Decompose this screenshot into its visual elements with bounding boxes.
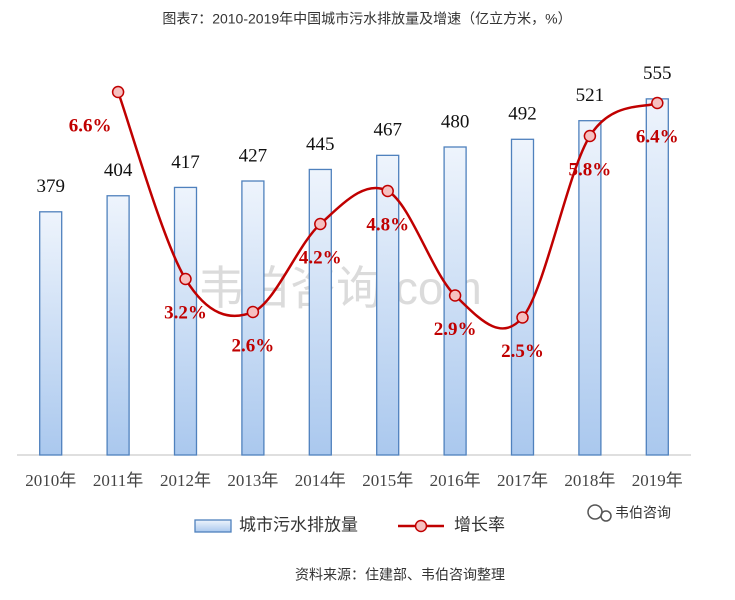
bar	[173, 186, 198, 456]
line-marker	[179, 272, 192, 286]
legend-label: 城市污水排放量	[239, 515, 358, 534]
bar-value-label: 417	[171, 152, 200, 173]
logo-icon	[600, 510, 612, 522]
bar	[106, 195, 130, 456]
line-marker	[448, 289, 462, 302]
logo-text: 韦伯咨询	[615, 505, 671, 521]
source-note: 资料来源：住建部、韦伯咨询整理	[295, 567, 505, 583]
watermark: 韦伯咨询.com	[198, 262, 482, 314]
x-tick-label: 2010年	[25, 471, 76, 490]
bar-value-label: 467	[373, 120, 402, 141]
legend-swatch	[414, 519, 428, 533]
bar	[510, 138, 535, 456]
bar	[578, 120, 602, 456]
bar	[308, 168, 332, 456]
x-tick-label: 2011年	[93, 471, 143, 490]
bar-value-label: 555	[643, 63, 672, 84]
line-marker	[111, 85, 125, 99]
line-marker	[651, 96, 664, 110]
legend: 城市污水排放量 增长率	[194, 515, 505, 534]
bar	[645, 98, 669, 456]
bar-value-label: 521	[576, 85, 605, 106]
x-tick-label: 2015年	[362, 471, 413, 490]
x-tick-label: 2013年	[227, 471, 278, 490]
x-tick-label: 2017年	[497, 471, 548, 490]
chart-title: 图表7：2010-2019年中国城市污水排放量及增速（亿立方米，%）	[162, 11, 571, 27]
line-value-label: 4.8%	[366, 214, 409, 235]
bar-value-label: 445	[306, 134, 335, 155]
legend-label: 增长率	[454, 515, 505, 534]
x-tick-label: 2016年	[430, 471, 481, 490]
bar-value-label: 404	[104, 160, 133, 181]
line-marker	[314, 217, 327, 231]
line-value-label: 3.2%	[164, 302, 207, 323]
x-tick-label: 2018年	[564, 471, 615, 490]
line-marker	[583, 129, 597, 143]
line-value-label: 4.2%	[299, 247, 342, 268]
x-tick-label: 2019年	[632, 471, 683, 490]
line-value-label: 6.4%	[636, 126, 679, 147]
bar-value-label: 427	[239, 145, 268, 166]
bar-value-label: 480	[441, 111, 470, 132]
x-tick-label: 2012年	[160, 471, 211, 490]
line-value-label: 2.6%	[232, 335, 275, 356]
logo-icon	[587, 504, 603, 520]
bar-value-label: 379	[36, 176, 65, 197]
bar	[376, 154, 400, 456]
logo: 韦伯咨询	[587, 504, 671, 522]
line-value-label: 2.5%	[501, 341, 544, 362]
line-value-label: 5.8%	[569, 159, 612, 180]
x-tick-label: 2014年	[295, 471, 346, 490]
line-marker	[381, 184, 394, 198]
line-value-label: 6.6%	[69, 115, 112, 136]
line-value-label: 2.9%	[434, 319, 477, 340]
line-marker	[246, 305, 260, 319]
bar	[39, 211, 63, 456]
line-marker	[516, 311, 529, 324]
bar-value-label: 492	[508, 104, 537, 125]
legend-swatch	[194, 519, 232, 533]
